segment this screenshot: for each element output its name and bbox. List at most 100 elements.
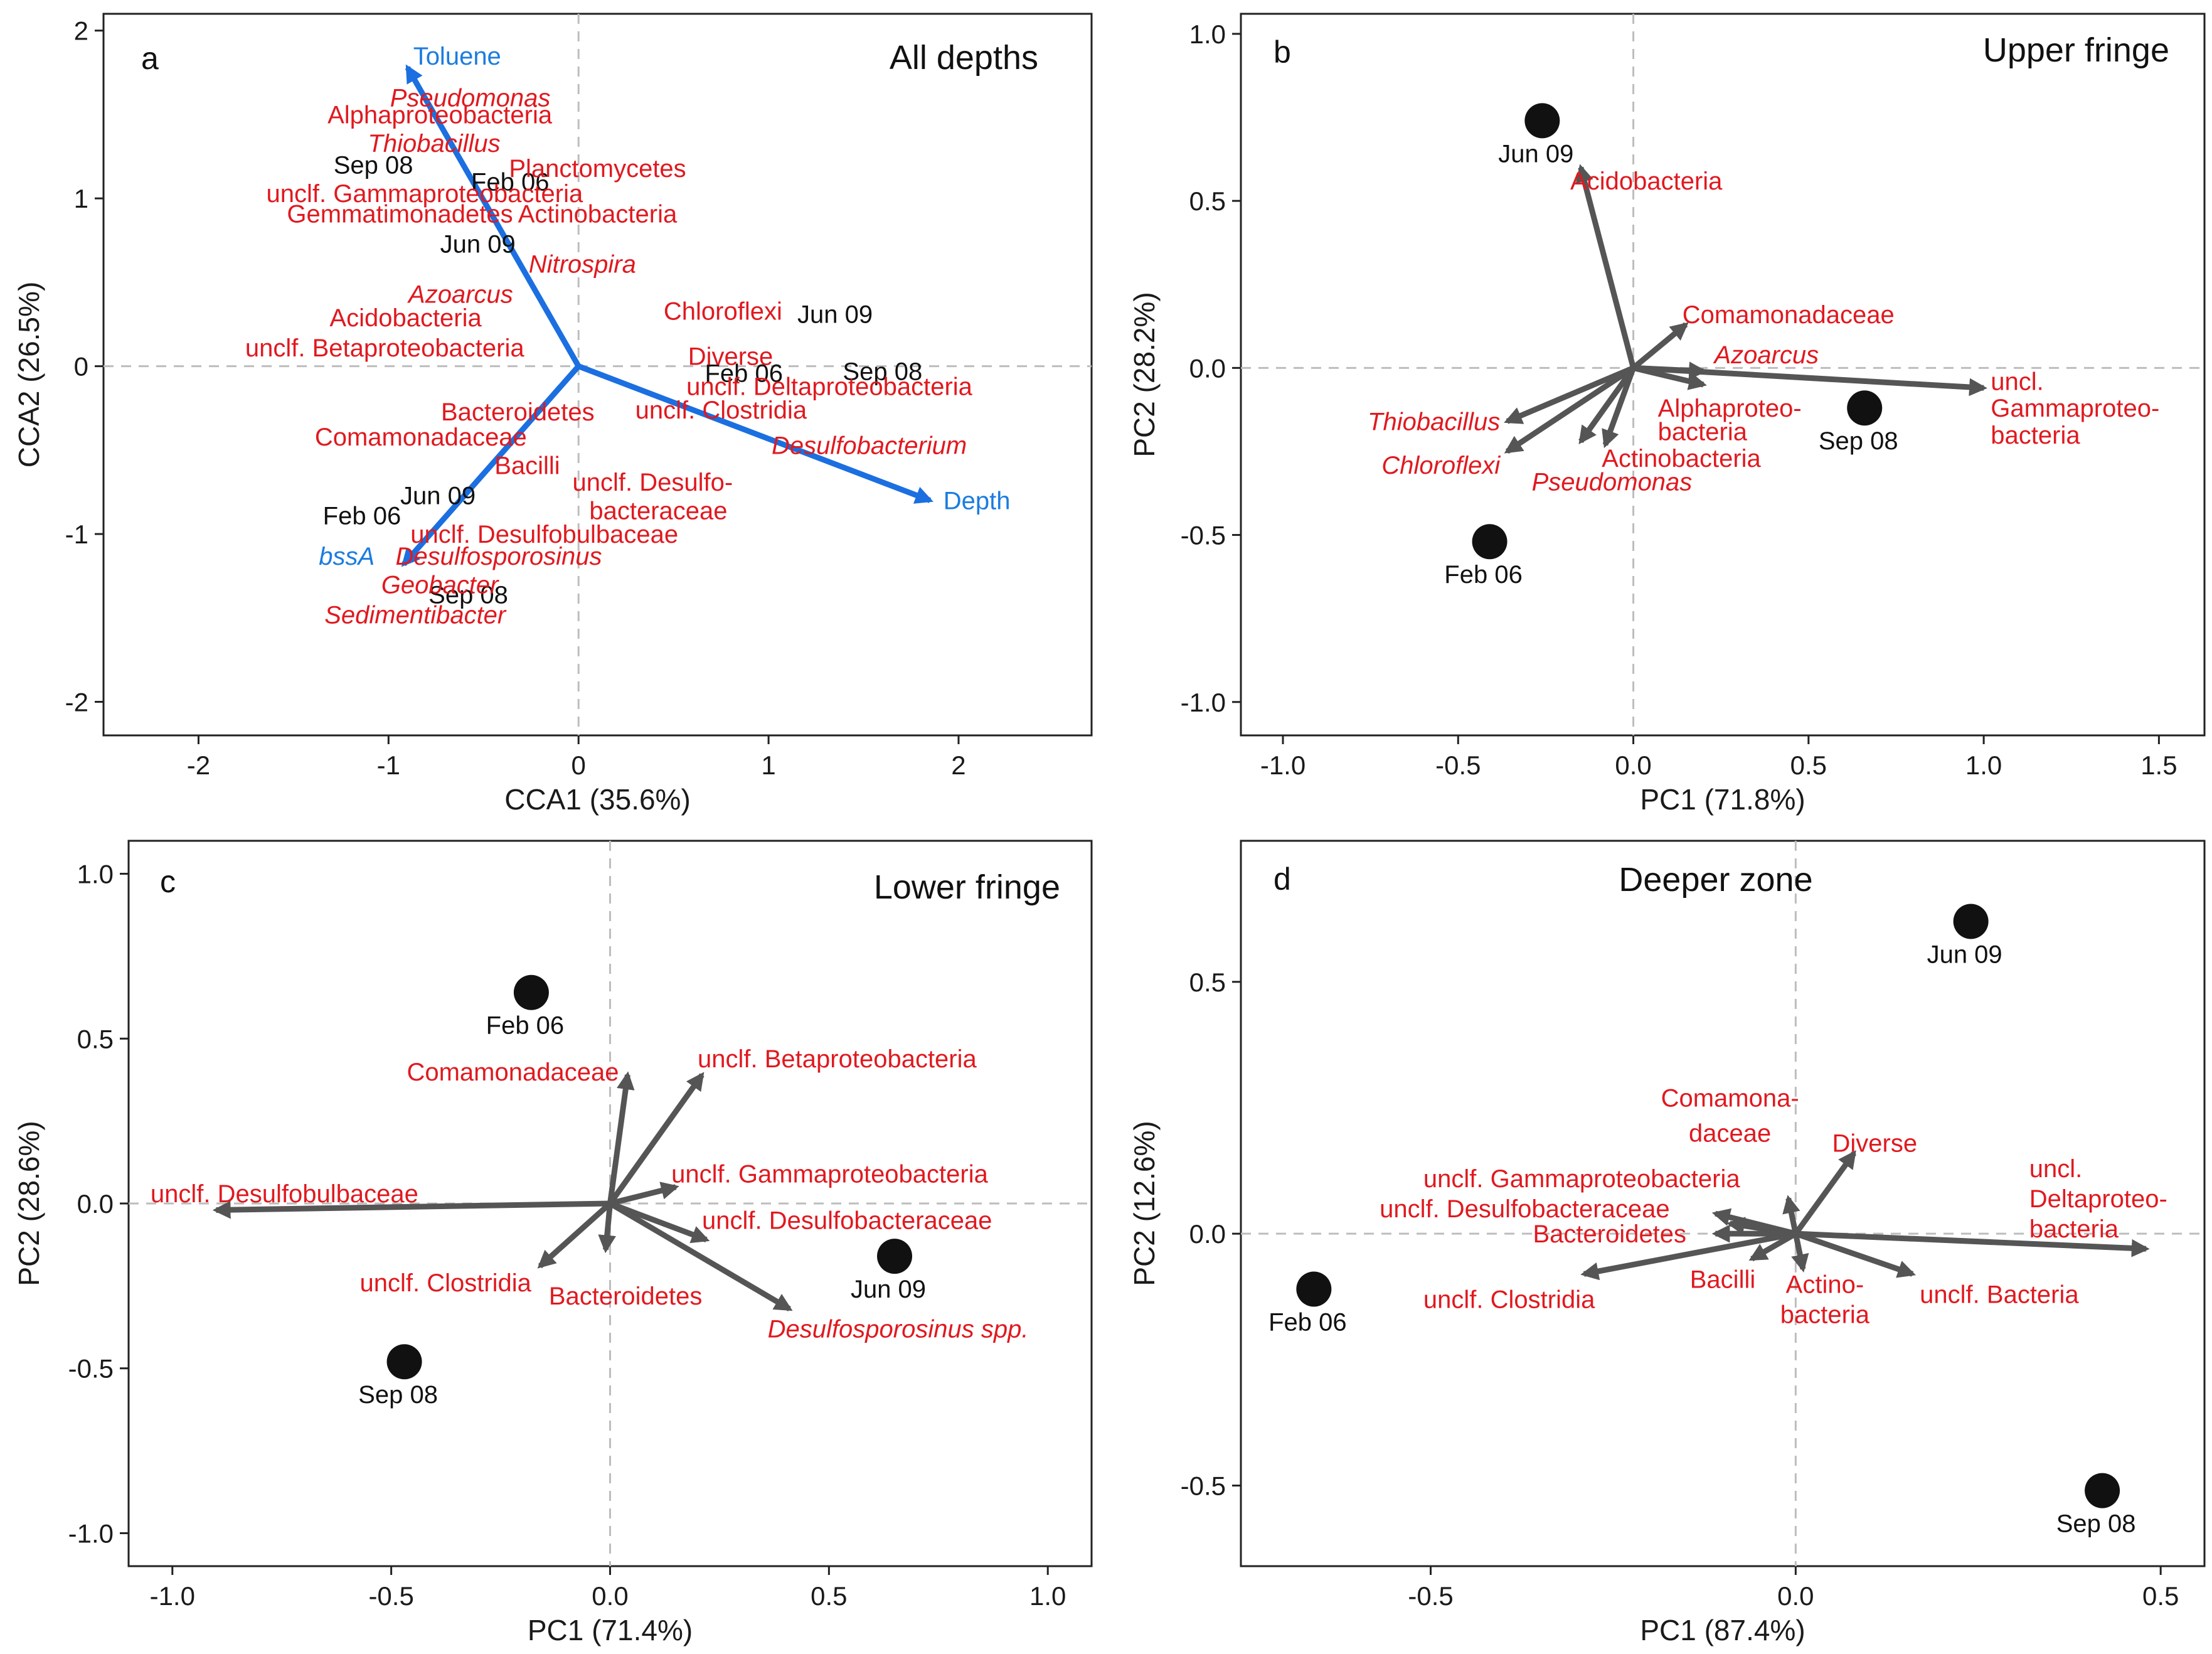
sample-label: Jun 09 [797,301,873,329]
arrow-label: Comamona- [1661,1084,1799,1112]
arrow-label: Toluene [413,43,501,70]
arrow-label: uncl. [2029,1155,2083,1183]
loading-arrow [1580,1230,1797,1281]
species-label: Diverse [688,343,774,371]
sample-label: Feb 06 [705,360,783,387]
arrow-label: bacteria [1658,419,1748,446]
x-tick-label: 0.0 [1777,1581,1814,1611]
species-label: bacteraceae [589,498,727,525]
species-label: Desulfosporosinus [395,543,602,570]
loading-arrow [537,1201,612,1269]
x-tick-label: 0.0 [1615,750,1651,780]
loading-arrow [609,1200,710,1244]
arrow-label: unclf. Bacteria [1920,1281,2079,1309]
y-tick-label: 0.0 [77,1189,114,1219]
species-label: Chloroflexi [664,297,782,325]
arrow-label: unclf. Desulfobacteraceae [1380,1195,1670,1223]
arrow-label: Comamonadaceae [407,1059,619,1086]
sample-label: Sep 08 [843,358,922,386]
y-axis-label: PC2 (28.6%) [13,1121,45,1286]
arrow-label: Alphaproteo- [1658,395,1802,422]
species-label: Planctomycetes [509,155,686,183]
panel-a: -2 -1 0 1 2 -2 -1 0 1 2 CCA1 (35.6%) CCA2 (26.5%) a A… [13,13,1093,816]
arrow-label: Desulfosporosinus spp. [768,1316,1029,1343]
arrow-label: Acidobacteria [1570,168,1723,195]
sample-label: Jun 09 [851,1276,926,1303]
loading-arrow [1794,1230,1916,1278]
arrow-label: daceae [1689,1120,1771,1148]
x-tick-label: 0.5 [811,1581,847,1611]
arrow-label: Thiobacillus [1368,408,1500,436]
x-tick-label: 0.0 [592,1581,628,1611]
y-tick-label: -0.5 [68,1354,114,1384]
species-label: Alphaproteobacteria [327,101,553,129]
arrow-label: Bacteroidetes [1533,1220,1686,1248]
species-label: Azoarcus [407,281,513,309]
y-axis-label: PC2 (12.6%) [1128,1121,1161,1286]
loading-arrow [1633,365,1987,397]
sample-point [2085,1473,2120,1508]
loading-arrow [1602,366,1636,449]
arrow-label: Gammaproteo- [1991,395,2159,422]
x-tick-label: 1.0 [1029,1581,1066,1611]
loading-arrow [1504,365,1635,454]
loading-arrow [609,1182,679,1207]
y-tick-label: 0.5 [1189,186,1226,216]
y-tick-label: 0.0 [1189,1219,1226,1249]
arrow-label: Chloroflexi [1381,452,1501,479]
x-tick-label: 0.5 [2142,1581,2179,1611]
species-label: Comamonadaceae [315,424,527,451]
loading-arrow [1793,1150,1857,1235]
y-tick-label: -1 [65,520,88,549]
x-tick-label: -1.0 [150,1581,195,1611]
arrow-label: unclf. Desulfobacteraceae [702,1207,992,1234]
y-tick-label: -2 [65,688,88,717]
panel-title: Upper fringe [1983,31,2169,69]
arrow-label: uncl. [1991,368,2044,396]
loading-arrow [577,363,933,504]
x-tick-label: 1.5 [2140,750,2177,780]
loading-arrow [1795,1230,2150,1257]
sample-label: Jun 09 [440,230,516,258]
y-tick-label: 0.0 [1189,353,1226,383]
arrow-label: Deltaproteo- [2029,1185,2167,1213]
species-label: unclf. Deltaproteobacteria [686,373,973,401]
arrow-label: Comamonadaceae [1683,301,1895,329]
y-tick-label: 0.5 [1189,968,1226,997]
sample-label: Sep 08 [1819,427,1898,455]
sample-point [513,974,549,1010]
species-label: unclf. Desulfo- [573,469,733,496]
x-tick-label: -0.5 [368,1581,413,1611]
loading-arrow [1578,366,1636,445]
panel-title: Deeper zone [1619,861,1812,899]
sample-label: Sep 08 [358,1381,438,1409]
x-axis-label: PC1 (87.4%) [1640,1614,1805,1646]
arrow-label: bacteria [1780,1301,1870,1329]
arrow-label: unclf. Clostridia [1423,1286,1595,1314]
loading-arrow [1575,164,1636,369]
loading-arrow [598,1203,617,1254]
loading-arrow [607,1071,635,1204]
x-axis-label: PC1 (71.4%) [528,1614,693,1646]
panel-letter: b [1273,35,1291,70]
x-tick-label: -1.0 [1260,750,1305,780]
loading-arrow [405,64,582,368]
panel-d: -0.5 0.0 0.5 -0.5 0.0 0.5 PC1 (87.4%) PC2 (12.6… [1128,840,2206,1646]
species-label: unclf. Gammaproteobacteria [267,180,583,208]
panel-letter: d [1273,862,1291,897]
species-label: Thiobacillus [368,130,500,157]
y-axis-label: CCA2 (26.5%) [13,282,45,468]
sample-point [877,1239,913,1274]
x-tick-label: 2 [951,750,965,780]
loading-arrow [212,1200,610,1219]
y-tick-label: -0.5 [1181,1471,1226,1501]
arrow-label: Actinobacteria [1602,445,1761,472]
species-label: Bacilli [494,452,560,479]
y-tick-label: -1.0 [68,1518,114,1548]
panel-c: -1.0 -0.5 0.0 0.5 1.0 -1.0 -0.5 0.0 0.5 1.0 PC1 (7… [13,840,1093,1646]
arrow-label: Diverse [1832,1130,1918,1158]
loading-arrow [1791,1233,1809,1273]
arrow-label: bacteria [1991,422,2080,449]
sample-label: Jun 09 [1498,140,1573,168]
